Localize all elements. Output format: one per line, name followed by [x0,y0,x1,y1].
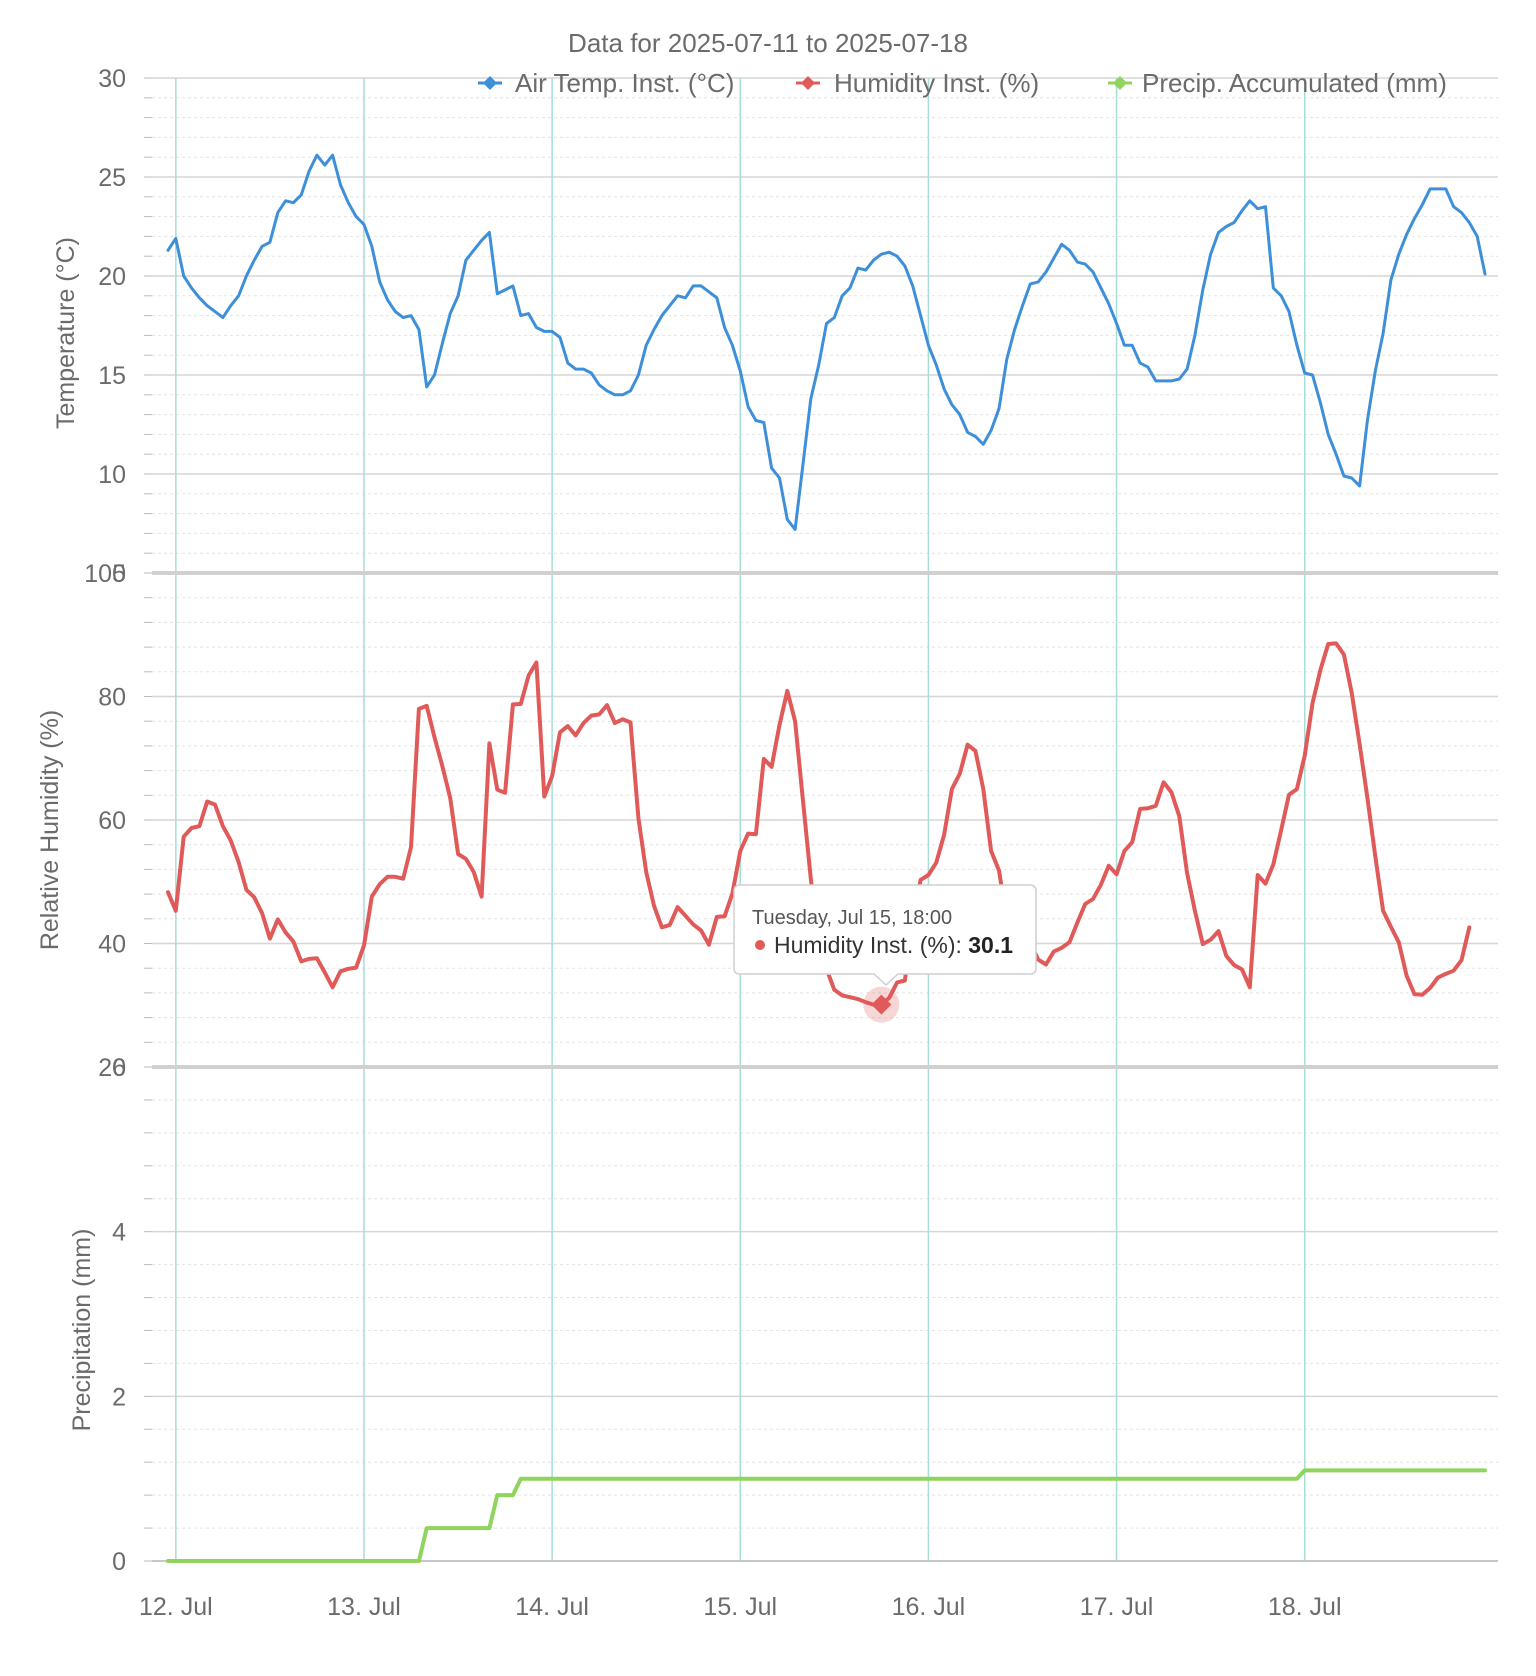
y-tick-label: 100 [84,560,126,588]
y-tick-label: 6 [112,1054,126,1082]
x-tick-label: 18. Jul [1268,1593,1342,1621]
series-layer [166,153,1487,1563]
tooltip-value: 30.1 [968,932,1013,958]
tooltip-series-label: Humidity Inst. (%): 30.1 [774,932,1013,958]
y-tick-label: 0 [112,1548,126,1576]
chart-title: Data for 2025-07-11 to 2025-07-18 [568,28,968,58]
y-axis-title-temperature: Temperature (°C) [52,237,80,429]
y-tick-label: 25 [98,164,126,192]
x-tick-label: 17. Jul [1080,1593,1154,1621]
hover-point-marker[interactable] [871,994,892,1015]
x-tick-label: 12. Jul [139,1593,213,1621]
y-tick-label: 80 [98,684,126,712]
tooltip-box [733,884,1037,987]
y-tick-label: 4 [112,1219,126,1247]
x-tick-label: 14. Jul [515,1593,589,1621]
y-tick-label: 10 [98,461,126,489]
air-temp-line [166,153,1487,531]
y-axis-tick-labels: 5 10 15 20 25 30 20 40 60 80 100 0 2 4 6 [84,65,126,1576]
y-tick-label: 30 [98,65,126,93]
panel-separators [152,571,1498,1069]
legend: Air Temp. Inst. (°C) Humidity Inst. (%) … [478,68,1447,98]
y-tick-label: 15 [98,362,126,390]
legend-air-temp-label: Air Temp. Inst. (°C) [515,68,734,98]
legend-humidity-marker [801,76,815,90]
legend-item-precip[interactable]: Precip. Accumulated (mm) [1108,68,1447,98]
y-tick-label: 40 [98,931,126,959]
tooltip-series-name: Humidity Inst. (%) [774,932,955,958]
tooltip-colon: : [955,932,968,958]
x-tick-label: 15. Jul [703,1593,777,1621]
y-axis-title-humidity: Relative Humidity (%) [36,710,64,950]
y-tick-label: 20 [98,263,126,291]
x-tick-label: 16. Jul [892,1593,966,1621]
tooltip-date: Tuesday, Jul 15, 18:00 [752,907,952,929]
y-tick-label: 60 [98,807,126,835]
legend-humidity-label: Humidity Inst. (%) [834,68,1039,98]
legend-precip-marker [1113,76,1127,90]
y-tick-label: 5 [112,560,126,588]
grid-layer [144,77,1498,1562]
legend-air-temp-marker [483,76,497,90]
tooltip-series-dot [755,940,765,950]
legend-precip-label: Precip. Accumulated (mm) [1142,68,1447,98]
precip-line [166,1468,1487,1563]
x-tick-label: 13. Jul [327,1593,401,1621]
legend-item-humidity[interactable]: Humidity Inst. (%) [796,68,1039,98]
x-axis-tick-labels: 12. Jul 13. Jul 14. Jul 15. Jul 16. Jul 17. J… [139,1593,1342,1621]
legend-item-air-temp[interactable]: Air Temp. Inst. (°C) [478,68,734,98]
hover-marker [863,986,900,1023]
y-tick-label: 20 [98,1054,126,1082]
y-tick-label: 2 [112,1383,126,1411]
tooltip: Tuesday, Jul 15, 18:00 Humidity Inst. (%… [733,884,1037,987]
y-axis-title-precipitation: Precipitation (mm) [68,1229,96,1432]
